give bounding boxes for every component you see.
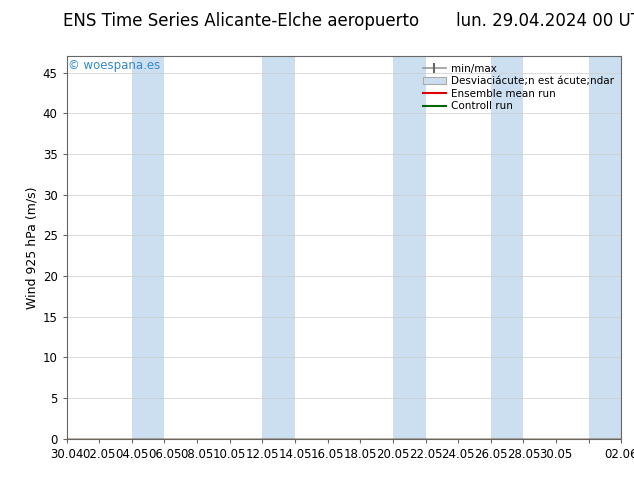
Legend: min/max, Desviaciácute;n est ácute;ndar, Ensemble mean run, Controll run: min/max, Desviaciácute;n est ácute;ndar,… [421, 62, 616, 114]
Bar [262, 56, 295, 439]
Bar [589, 56, 621, 439]
Text: lun. 29.04.2024 00 UTC: lun. 29.04.2024 00 UTC [456, 12, 634, 30]
Text: ENS Time Series Alicante-Elche aeropuerto: ENS Time Series Alicante-Elche aeropuert… [63, 12, 419, 30]
Y-axis label: Wind 925 hPa (m/s): Wind 925 hPa (m/s) [25, 186, 39, 309]
Bar [132, 56, 164, 439]
Text: © woespana.es: © woespana.es [68, 59, 160, 73]
Bar [393, 56, 425, 439]
Bar [491, 56, 524, 439]
